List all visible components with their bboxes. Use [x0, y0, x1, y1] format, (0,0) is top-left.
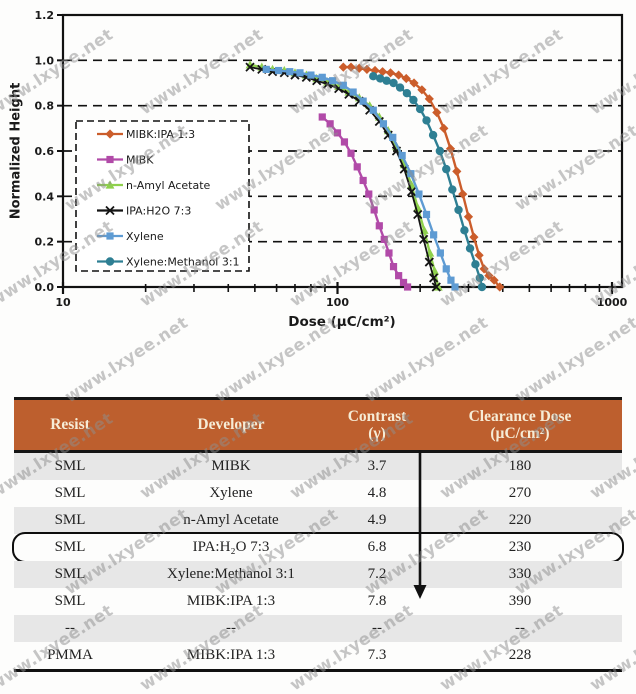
table-cell: 230 [508, 539, 532, 555]
svg-text:0.0: 0.0 [35, 281, 55, 294]
svg-text:1000: 1000 [597, 296, 628, 309]
table-cell: PMMA [47, 647, 93, 663]
table-cell: SML [54, 458, 86, 474]
table-cell: 7.3 [367, 647, 387, 663]
legend-item: MIBK [97, 154, 154, 167]
svg-text:0.4: 0.4 [35, 190, 55, 203]
table-cell: 390 [508, 593, 532, 609]
svg-text:MIBK:IPA 1:3: MIBK:IPA 1:3 [126, 128, 195, 141]
table-cell: 3.7 [367, 458, 387, 474]
svg-text:0.2: 0.2 [35, 236, 55, 249]
results-table: Resist Developer Contrast (γ) Clearance Dose… [12, 397, 624, 672]
table-cell: SML [54, 539, 86, 555]
table-cell: MIBK:IPA 1:3 [186, 593, 276, 609]
table-cell: -- [65, 620, 75, 636]
svg-text:IPA:H2O 7:3: IPA:H2O 7:3 [126, 205, 191, 218]
table-body: SML MIBK 3.7 180 SML Xylene 4.8 270 SML n-Amyl Ac… [12, 453, 624, 669]
table-cell: MIBK:IPA 1:3 [186, 647, 276, 663]
contrast-curves-chart: Normalized Height Dose (µC/cm²) 0.0 0.2 0.… [9, 9, 628, 330]
legend-item: n-Amyl Acetate [97, 179, 211, 192]
table-cell: 6.8 [367, 539, 387, 555]
legend-item: Xylene [97, 230, 164, 243]
column-header: Developer [197, 416, 265, 434]
svg-text:10: 10 [55, 296, 71, 309]
table-row: SML MIBK:IPA 1:3 7.8 390 [14, 588, 622, 615]
table-row: PMMA MIBK:IPA 1:3 7.3 228 [14, 642, 622, 669]
table-cell: 7.2 [367, 566, 387, 582]
table-cell: MIBK [211, 458, 251, 474]
table-cell: SML [54, 512, 86, 528]
table-header: Resist Developer Contrast (γ) Clearance Dose… [14, 397, 622, 453]
table-cell: SML [54, 593, 86, 609]
table-row: SML MIBK 3.7 180 [14, 453, 622, 480]
chart-legend: MIBK:IPA 1:3 MIBK n-Amyl Acetate IPA:H2O 7:… [75, 120, 250, 272]
chart-series [318, 113, 412, 291]
legend-item: MIBK:IPA 1:3 [97, 128, 195, 141]
table-cell: 180 [508, 458, 532, 474]
table-cell: 220 [508, 512, 532, 528]
increasing-contrast-arrow-icon [413, 450, 427, 599]
table-row: SML Xylene:Methanol 3:1 7.2 330 [14, 561, 622, 588]
table-row: SML n-Amyl Acetate 4.9 220 [14, 507, 622, 534]
table-cell: Xylene [209, 485, 253, 501]
figure-page: Normalized Height Dose (µC/cm²) 0.0 0.2 0.… [9, 9, 628, 672]
x-axis-title: Dose (µC/cm²) [288, 314, 396, 330]
table-cell: 4.9 [367, 512, 387, 528]
table-cell: 270 [508, 485, 532, 501]
column-header: Resist [50, 416, 90, 434]
table-cell: SML [54, 485, 86, 501]
svg-text:MIBK: MIBK [126, 154, 154, 167]
svg-text:0.6: 0.6 [35, 145, 55, 158]
legend-item: IPA:H2O 7:3 [97, 205, 191, 218]
table-cell: -- [372, 620, 382, 636]
table-cell: SML [54, 566, 86, 582]
svg-text:n-Amyl Acetate: n-Amyl Acetate [126, 179, 211, 192]
svg-text:Xylene:Methanol 3:1: Xylene:Methanol 3:1 [126, 256, 240, 269]
svg-text:1.0: 1.0 [35, 54, 55, 67]
chart-series [262, 65, 459, 291]
table-cell: 330 [508, 566, 532, 582]
table-row: SML IPA:H₂O 7:3 6.8 230 [12, 532, 624, 563]
svg-text:1.2: 1.2 [35, 9, 55, 22]
table-cell: 7.8 [367, 593, 387, 609]
table-cell: 4.8 [367, 485, 387, 501]
table-cell: -- [226, 620, 236, 636]
svg-text:100: 100 [326, 296, 349, 309]
column-header: Clearance Dose (µC/cm²) [468, 407, 572, 442]
table-row: -- -- -- -- [14, 615, 622, 642]
chart-svg: 0.0 0.2 0.4 0.6 0.8 1.0 1.2 10 100 1000 MIBK:IPA 1… [35, 9, 628, 309]
table-cell: Xylene:Methanol 3:1 [167, 566, 295, 582]
table-row: SML Xylene 4.8 270 [14, 480, 622, 507]
table-cell: IPA:H₂O 7:3 [192, 539, 270, 555]
svg-text:0.8: 0.8 [35, 100, 55, 113]
table-cell: n-Amyl Acetate [183, 512, 279, 528]
chart-series [369, 72, 487, 292]
column-header: Contrast (γ) [347, 407, 407, 442]
table-cell: 228 [508, 647, 532, 663]
legend-item: Xylene:Methanol 3:1 [97, 256, 240, 269]
chart-series [338, 62, 505, 292]
svg-text:Xylene: Xylene [126, 230, 164, 243]
table-cell: -- [515, 620, 525, 636]
